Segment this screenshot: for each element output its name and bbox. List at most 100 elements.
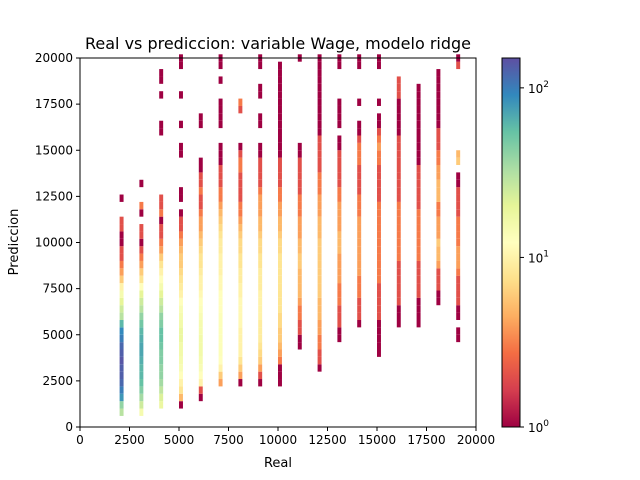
x-tick-label: 5000: [164, 433, 195, 447]
heatmap-cell: [416, 253, 421, 261]
heatmap-cell: [416, 224, 421, 232]
heatmap-cell: [337, 260, 342, 269]
heatmap-cell: [198, 319, 203, 328]
y-tick-label: 0: [65, 420, 73, 434]
heatmap-cell: [258, 113, 263, 121]
heatmap-cell: [357, 61, 362, 70]
heatmap-cell: [357, 312, 362, 320]
heatmap-cell: [119, 312, 124, 320]
heatmap-cell: [139, 283, 144, 291]
heatmap-cell: [317, 69, 322, 77]
heatmap-cell: [179, 364, 183, 372]
heatmap-cell: [139, 179, 144, 188]
heatmap-cell: [377, 290, 381, 298]
heatmap-cell: [119, 356, 124, 365]
heatmap-cell: [456, 224, 461, 232]
heatmap-cell: [238, 268, 243, 276]
heatmap-cell: [456, 238, 461, 247]
x-tick-label: 10000: [259, 433, 297, 447]
heatmap-cell: [258, 364, 263, 372]
heatmap-cell: [337, 290, 342, 298]
heatmap-cell: [317, 91, 322, 99]
heatmap-cell: [317, 349, 322, 357]
heatmap-cell: [357, 179, 362, 188]
heatmap-cell: [317, 113, 322, 121]
heatmap-cell: [436, 142, 441, 151]
heatmap-cell: [179, 290, 183, 298]
heatmap-cell: [396, 290, 401, 298]
heatmap-cell: [159, 371, 164, 380]
heatmap-cell: [198, 224, 203, 232]
heatmap-cell: [198, 379, 203, 387]
heatmap-cell: [377, 305, 381, 313]
heatmap-cell: [218, 209, 223, 217]
heatmap-cell: [238, 305, 243, 313]
heatmap-cell: [456, 172, 461, 180]
heatmap-cell: [436, 157, 441, 166]
heatmap-cell: [377, 253, 381, 261]
heatmap-cell: [278, 61, 282, 70]
heatmap-cell: [317, 187, 322, 195]
heatmap-cell: [278, 216, 282, 225]
heatmap-cell: [357, 216, 362, 225]
heatmap-cell: [317, 364, 322, 372]
x-tick-label: 0: [76, 433, 84, 447]
heatmap-cell: [119, 305, 124, 313]
heatmap-cell: [337, 297, 342, 306]
x-axis-ticks: 0 2500 5000 7500 10000 12500 15000 17500 20000: [76, 427, 495, 447]
heatmap-cell: [396, 172, 401, 180]
heatmap-cell: [238, 327, 243, 335]
heatmap-cell: [258, 297, 263, 306]
heatmap-cell: [278, 76, 282, 84]
heatmap-cell: [139, 246, 144, 254]
heatmap-cell: [218, 157, 223, 166]
heatmap-cell: [198, 283, 203, 291]
heatmap-cell: [159, 319, 164, 328]
heatmap-cell: [218, 364, 223, 372]
heatmap-cell: [179, 386, 183, 394]
heatmap-cell: [119, 260, 124, 269]
heatmap-cell: [357, 290, 362, 298]
heatmap-cell: [119, 297, 124, 306]
heatmap-cell: [179, 379, 183, 387]
heatmap-cell: [179, 209, 183, 217]
y-axis-label: Prediccion: [7, 209, 22, 276]
heatmap-cell: [258, 349, 263, 357]
heatmap-cell: [238, 142, 243, 151]
heatmap-cell: [396, 83, 401, 92]
heatmap-cell: [179, 401, 183, 409]
heatmap-cell: [159, 379, 164, 387]
heatmap-cell: [278, 120, 282, 129]
heatmap-cell: [159, 393, 164, 402]
heatmap-cell: [179, 268, 183, 276]
heatmap-cell: [317, 319, 322, 328]
heatmap-cell: [436, 105, 441, 114]
y-tick-label: 17500: [35, 97, 73, 111]
heatmap-cell: [396, 201, 401, 210]
heatmap-cell: [218, 172, 223, 180]
heatmap-cell: [337, 246, 342, 254]
heatmap-cell: [377, 231, 381, 239]
heatmap-cell: [159, 209, 164, 217]
heatmap-cell: [416, 238, 421, 247]
heatmap-cell: [179, 246, 183, 254]
y-tick-label: 12500: [35, 189, 73, 203]
heatmap-cell: [139, 231, 144, 239]
heatmap-cell: [436, 260, 441, 269]
heatmap-cell: [179, 283, 183, 291]
heatmap-cell: [317, 290, 322, 298]
heatmap-cell: [119, 290, 124, 298]
heatmap-cell: [436, 275, 441, 284]
heatmap-cell: [278, 283, 282, 291]
heatmap-cell: [278, 105, 282, 114]
heatmap-cell: [218, 231, 223, 239]
heatmap-cell: [278, 275, 282, 284]
heatmap-cell: [179, 297, 183, 306]
heatmap-cell: [198, 113, 203, 121]
heatmap-cell: [258, 283, 263, 291]
heatmap-cell: [377, 135, 381, 143]
heatmap-cell: [278, 312, 282, 320]
heatmap-cell: [198, 120, 203, 129]
heatmap-cell: [139, 393, 144, 402]
heatmap-cell: [278, 224, 282, 232]
